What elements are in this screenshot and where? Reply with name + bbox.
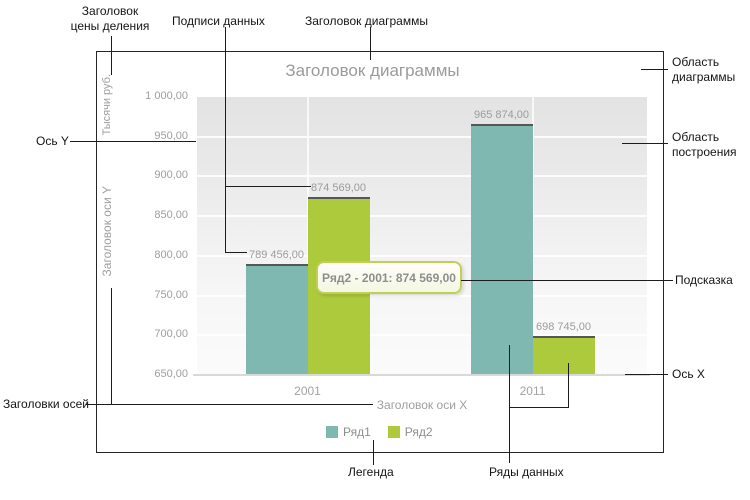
y-tick-label: 800,00 [154, 248, 188, 261]
x-category-label-2011: 2011 [519, 384, 546, 398]
tooltip: Ряд2 - 2001: 874 569,00 [316, 261, 462, 294]
tooltip-text: Ряд2 - 2001: 874 569,00 [322, 270, 456, 285]
y-tick-label: 650,00 [154, 368, 188, 380]
y-tick-label: 850,00 [154, 209, 188, 222]
plot-area [197, 97, 647, 375]
data-label-ряд1-2011: 965 874,00 [473, 109, 530, 121]
data-label-ряд1-2001: 789 456,00 [248, 249, 305, 261]
legend-item-series1[interactable]: Ряд1 [326, 425, 371, 439]
callout-data-labels: Подписи данных [172, 14, 265, 28]
callout-line-series-v1 [509, 345, 510, 463]
callout-line-series-h [509, 407, 569, 408]
x-category-label-2001: 2001 [294, 384, 321, 398]
callout-line-chart-area [641, 69, 668, 70]
callout-chart-area: Область диаграммы [672, 55, 736, 84]
callout-chart-title: Заголовок диаграммы [305, 14, 428, 28]
bar-ряд1-2011[interactable] [470, 124, 533, 375]
bar-ряд2-2011[interactable] [532, 336, 595, 375]
chart-area-border [96, 51, 664, 453]
horizontal-gridline [197, 334, 647, 337]
callout-tooltip: Подсказка [675, 273, 733, 287]
callout-line-data-labels-h1 [225, 186, 311, 187]
x-axis-title: Заголовок оси X [376, 398, 468, 412]
bar-ряд1-2001[interactable] [245, 264, 308, 375]
horizontal-gridline [197, 215, 647, 218]
legend: Ряд1 Ряд2 [326, 425, 433, 439]
callout-line-y-axis [70, 141, 196, 142]
data-label-ряд2-2001: 874 569,00 [310, 182, 367, 194]
callout-line-x-axis [625, 374, 668, 375]
y-tick-label: 900,00 [154, 169, 188, 182]
callout-data-series: Ряды данных [489, 465, 564, 479]
callout-line-tick-title [111, 36, 112, 75]
vertical-gridline-2011 [531, 97, 534, 375]
callout-line-plot-area [622, 143, 668, 144]
series2-swatch-icon [387, 426, 400, 438]
legend-label-series2: Ряд2 [404, 425, 433, 439]
callout-line-data-labels-v [225, 27, 226, 252]
callout-x-axis: Ось X [672, 367, 705, 381]
y-tick-label: 1 000,00 [145, 90, 188, 102]
chart-title: Заголовок диаграммы [285, 61, 460, 80]
callout-line-tooltip [461, 280, 673, 281]
horizontal-gridline [197, 175, 647, 178]
horizontal-gridline [197, 135, 647, 138]
legend-item-series2[interactable]: Ряд2 [387, 425, 433, 439]
horizontal-gridline [197, 294, 647, 297]
callout-line-data-labels-h2 [225, 252, 247, 253]
callout-line-chart-title [370, 27, 371, 60]
callout-line-axis-titles-v [111, 288, 112, 404]
callout-axis-titles: Заголовки осей [3, 397, 89, 411]
y-tick-label: 700,00 [154, 328, 188, 341]
legend-label-series1: Ряд1 [343, 425, 371, 439]
x-axis-line [193, 374, 650, 376]
callout-line-legend [373, 440, 374, 465]
callout-line-series-v2 [568, 363, 569, 408]
callout-y-axis: Ось Y [36, 134, 69, 148]
series1-swatch-icon [326, 426, 338, 438]
callout-tick-title: Заголовок цены деления [70, 4, 150, 33]
callout-plot-area: Область построения [672, 130, 737, 159]
callout-line-axis-titles-h [86, 404, 373, 405]
y-tick-label: 950,00 [154, 129, 188, 142]
callout-legend: Легенда [348, 465, 394, 479]
y-tick-label: 750,00 [154, 288, 188, 301]
data-label-ряд2-2011: 698 745,00 [535, 321, 592, 333]
horizontal-gridline [197, 254, 647, 257]
